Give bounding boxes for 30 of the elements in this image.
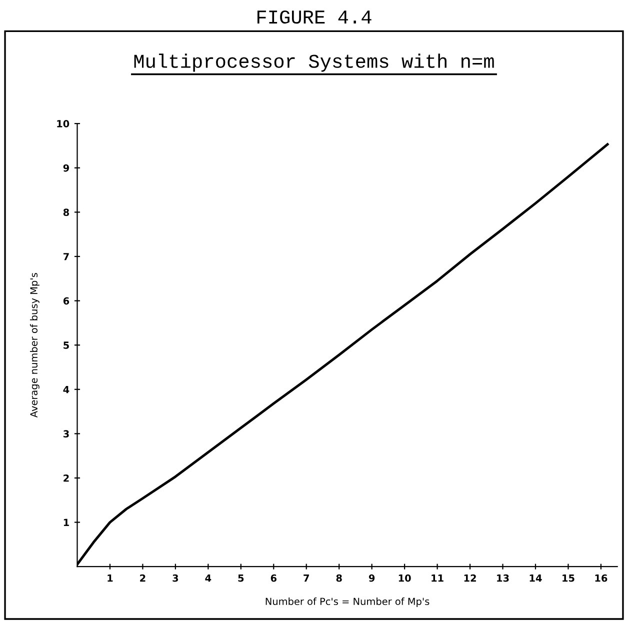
x-tick-label: 16 — [595, 574, 608, 582]
y-tick-label: 3 — [63, 430, 69, 438]
x-tick-label: 6 — [270, 574, 276, 582]
x-tick-label: 1 — [108, 574, 113, 582]
x-tick-label: 4 — [205, 574, 212, 582]
y-tick-label: 8 — [63, 208, 69, 216]
y-tick-label: 1 — [64, 518, 69, 526]
x-tick-label: 10 — [398, 574, 411, 582]
y-tick-label: 7 — [63, 253, 69, 260]
chart-title: FIGURE 4.4 — [257, 10, 372, 24]
y-tick-label: 2 — [64, 474, 69, 482]
y-tick-label: 5 — [64, 342, 69, 349]
y-tick-label: 6 — [63, 297, 70, 305]
x-tick-label: 13 — [497, 574, 509, 582]
x-tick-label: 11 — [432, 574, 444, 582]
y-tick-label: 9 — [63, 164, 69, 172]
y-tick-label: 10 — [57, 120, 70, 128]
x-tick-label: 7 — [304, 574, 309, 582]
x-axis-title: Number of Pc's = Number of Mp's — [266, 598, 430, 607]
x-tick-label: 5 — [238, 574, 244, 582]
x-tick-label: 12 — [464, 574, 476, 582]
x-tick-label: 8 — [336, 574, 342, 582]
y-axis-title: Average number of busy Mp's — [30, 273, 40, 418]
x-tick-label: 3 — [172, 574, 178, 582]
y-tick-label: 4 — [63, 386, 70, 394]
x-tick-label: 14 — [530, 574, 542, 582]
x-tick-label: 2 — [140, 574, 146, 582]
x-tick-label: 9 — [368, 574, 375, 582]
x-tick-label: 15 — [562, 574, 574, 582]
chart-subtitle: Multiprocessor Systems with n=m — [134, 54, 494, 72]
